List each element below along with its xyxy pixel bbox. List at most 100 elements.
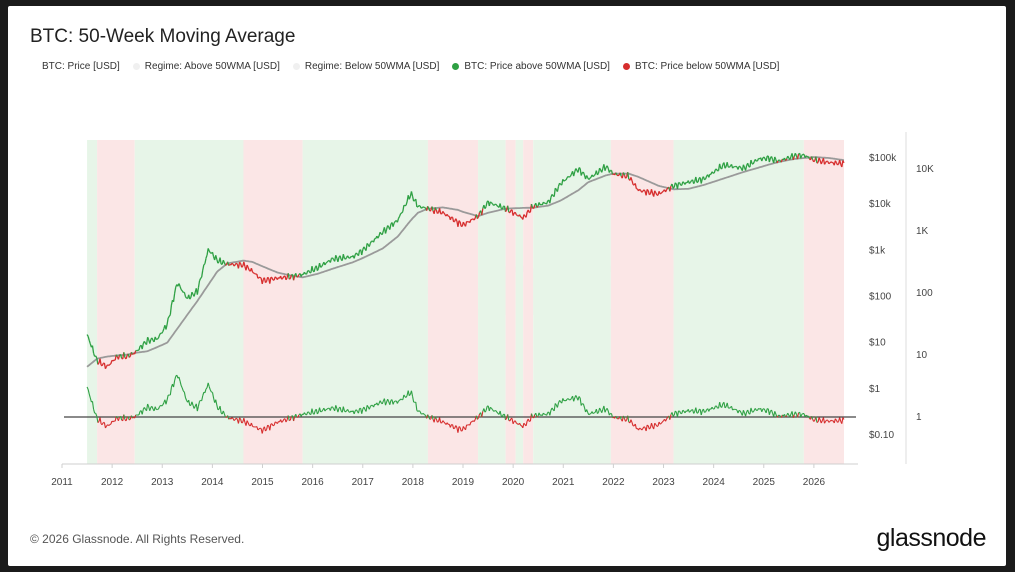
ratio-segment [285, 419, 288, 423]
ratio-segment [794, 411, 797, 415]
price-segment [134, 350, 137, 355]
price-segment [132, 353, 135, 356]
price-segment [104, 366, 108, 370]
price-segment [453, 220, 455, 223]
price-segment [573, 171, 576, 177]
price-segment [442, 210, 445, 214]
price-segment [112, 359, 115, 362]
ratio-segment [332, 406, 335, 410]
ratio-segment [403, 394, 406, 397]
ratio-segment [120, 416, 123, 421]
ratio-segment [639, 427, 641, 430]
price-segment [167, 316, 170, 319]
price-segment [413, 199, 416, 202]
ratio-segment [228, 417, 231, 420]
y-price-tick-label: $10 [869, 338, 886, 349]
price-segment [462, 221, 466, 225]
price-segment [191, 291, 194, 295]
price-segment [604, 167, 607, 171]
price-segment [451, 217, 455, 223]
ratio-segment [193, 405, 196, 409]
ratio-segment [820, 420, 823, 424]
price-segment [622, 172, 626, 176]
price-segment [151, 337, 154, 341]
price-segment [646, 188, 649, 192]
regime-band-below [427, 140, 479, 464]
ratio-segment [191, 401, 194, 406]
ratio-segment [289, 416, 292, 421]
legend-item[interactable]: BTC: Price below 50WMA [USD] [622, 61, 779, 72]
ratio-segment [646, 424, 649, 427]
ratio-segment [104, 425, 108, 429]
ratio-segment [157, 406, 161, 410]
price-segment [141, 343, 144, 350]
price-segment [792, 156, 795, 161]
ratio-segment [308, 411, 311, 415]
ratio-segment [700, 410, 703, 416]
price-segment [619, 172, 622, 177]
legend-item[interactable]: Regime: Below 50WMA [USD] [292, 61, 439, 72]
ratio-segment [239, 417, 242, 420]
legend-label: BTC: Price [USD] [42, 61, 120, 72]
price-segment [634, 183, 638, 189]
price-segment [169, 304, 173, 315]
ratio-segment [579, 397, 582, 406]
price-segment [446, 213, 449, 217]
ratio-segment [196, 406, 199, 412]
ratio-segment [774, 411, 777, 415]
price-segment [311, 266, 314, 272]
legend-dot [622, 63, 630, 70]
ratio-segment [488, 407, 491, 412]
price-segment [156, 337, 159, 340]
price-segment [325, 261, 328, 264]
price-segment [403, 204, 406, 207]
price-segment [485, 201, 488, 207]
ratio-segment [801, 413, 804, 415]
price-segment [254, 272, 257, 275]
price-segment [257, 277, 260, 279]
ratio-segment [297, 414, 300, 418]
ratio-segment [429, 418, 432, 420]
ratio-segment [183, 392, 187, 398]
price-segment [659, 192, 662, 195]
price-segment [202, 264, 205, 271]
price-segment [588, 177, 591, 180]
price-segment [109, 363, 112, 366]
ratio-segment [132, 416, 134, 419]
price-segment [672, 186, 675, 189]
price-segment [411, 196, 415, 202]
ratio-segment [145, 403, 149, 411]
legend: BTC: Price [USD] Regime: Above 50WMA [USD… [30, 61, 779, 72]
price-segment [747, 163, 750, 167]
ratio-segment [833, 418, 836, 424]
ratio-segment [125, 417, 128, 422]
ratio-segment [516, 422, 518, 425]
legend-item[interactable]: BTC: Price [USD] [30, 61, 120, 72]
ratio-segment [111, 420, 114, 423]
price-segment [339, 255, 342, 260]
price-segment [655, 192, 658, 196]
price-segment [366, 242, 369, 245]
price-segment [708, 173, 711, 178]
ratio-segment [839, 417, 842, 422]
price-segment [728, 165, 731, 168]
legend-item[interactable]: Regime: Above 50WMA [USD] [132, 61, 280, 72]
price-segment [608, 170, 611, 173]
price-segment [193, 292, 196, 297]
ratio-segment [512, 421, 515, 425]
ratio-segment [261, 428, 264, 434]
ratio-segment [88, 393, 91, 399]
ratio-segment [729, 407, 731, 409]
price-segment [324, 262, 327, 266]
price-segment [200, 276, 203, 279]
ratio-segment [739, 410, 742, 414]
ratio-segment [166, 395, 169, 401]
price-segment [183, 292, 187, 297]
regime-band-below [803, 140, 844, 464]
price-segment [536, 205, 539, 208]
ratio-segment [554, 403, 557, 406]
ratio-segment [711, 406, 714, 410]
ratio-segment [493, 410, 495, 412]
regime-band-above [478, 140, 506, 464]
legend-item[interactable]: BTC: Price above 50WMA [USD] [452, 61, 610, 72]
